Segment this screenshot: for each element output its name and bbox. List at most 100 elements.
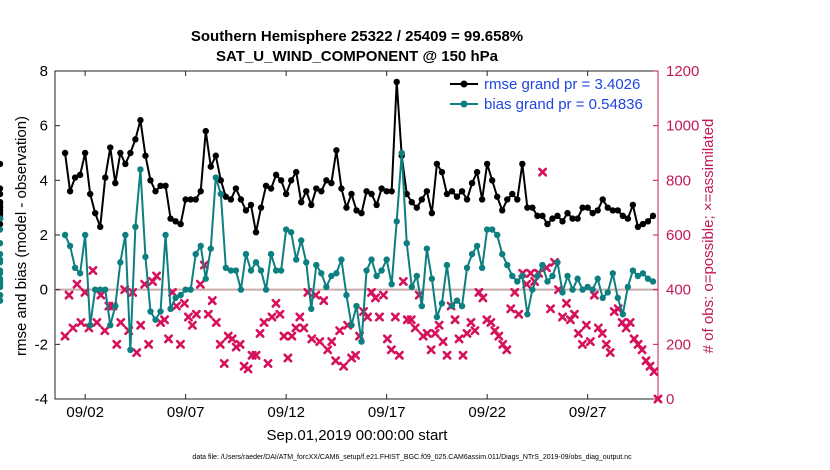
rmse-point bbox=[117, 149, 124, 157]
obs-marker bbox=[478, 293, 488, 303]
legend-bias-label: bias grand pr = 0.54836 bbox=[484, 96, 643, 113]
bias-point bbox=[443, 261, 451, 269]
obs-marker bbox=[331, 356, 341, 366]
rmse-point bbox=[378, 185, 385, 192]
bias-point bbox=[488, 226, 496, 233]
bias-point bbox=[137, 166, 144, 173]
rmse-point bbox=[639, 220, 647, 228]
obs-marker bbox=[72, 279, 82, 289]
legend-bias-marker bbox=[460, 100, 468, 108]
obs-marker bbox=[398, 276, 408, 286]
bias-point bbox=[589, 286, 596, 293]
bias-point bbox=[202, 275, 209, 282]
bias-point bbox=[529, 286, 536, 293]
rmse-point bbox=[313, 185, 320, 192]
bias-point bbox=[363, 267, 370, 274]
obs-marker bbox=[514, 309, 524, 319]
rmse-point bbox=[343, 204, 350, 211]
x-axis: 09/02 09/07 09/12 09/17 09/22 09/27 bbox=[66, 71, 606, 421]
bias-point bbox=[212, 174, 219, 181]
bias-point bbox=[86, 322, 94, 329]
obs-marker bbox=[597, 328, 607, 338]
bias-point bbox=[398, 149, 405, 157]
rmse-point bbox=[0, 160, 4, 168]
rmse-point bbox=[413, 204, 420, 211]
obs-marker bbox=[195, 279, 205, 289]
rmse-point bbox=[388, 188, 395, 195]
bias-point bbox=[499, 250, 506, 258]
bias-point bbox=[408, 283, 415, 291]
rmse-point bbox=[509, 190, 516, 198]
obs-marker bbox=[390, 312, 400, 322]
y-tick-right-label: 800 bbox=[666, 172, 691, 189]
bias-point bbox=[428, 275, 436, 282]
bias-point bbox=[308, 305, 315, 312]
bias-point bbox=[102, 286, 109, 293]
rmse-point bbox=[423, 188, 431, 195]
obs-marker bbox=[462, 328, 472, 338]
obs-marker bbox=[116, 317, 126, 327]
rmse-point bbox=[529, 204, 536, 211]
rmse-point bbox=[132, 136, 139, 143]
obs-marker bbox=[207, 296, 217, 306]
obs-marker bbox=[295, 312, 305, 322]
rmse-point bbox=[358, 209, 365, 217]
obs-marker bbox=[450, 315, 460, 325]
bias-point bbox=[287, 229, 295, 236]
bias-point bbox=[237, 286, 245, 293]
obs-marker bbox=[422, 328, 432, 338]
rmse-point bbox=[534, 212, 541, 220]
bias-point bbox=[177, 291, 184, 299]
obs-marker bbox=[267, 312, 277, 322]
bias-point bbox=[579, 286, 586, 293]
bias-point bbox=[413, 272, 420, 280]
rmse-point bbox=[649, 212, 657, 220]
x-axis-label: Sep.01,2019 00:00:00 start bbox=[267, 427, 449, 444]
obs-marker bbox=[470, 326, 480, 336]
obs-marker bbox=[378, 290, 388, 300]
rmse-point bbox=[644, 218, 652, 225]
obs-marker bbox=[406, 315, 416, 325]
rmse-point bbox=[287, 177, 295, 184]
rmse-point bbox=[167, 215, 174, 222]
bias-point bbox=[0, 291, 4, 299]
obs-marker bbox=[271, 298, 281, 308]
obs-marker bbox=[144, 339, 154, 349]
rmse-point bbox=[66, 188, 74, 195]
rmse-point bbox=[453, 193, 461, 200]
bias-point bbox=[298, 237, 305, 244]
bias-point bbox=[172, 294, 179, 302]
bias-point bbox=[448, 302, 456, 310]
rmse-point bbox=[232, 185, 240, 192]
y-tick-right-label: 600 bbox=[666, 227, 691, 244]
obs-marker bbox=[327, 337, 337, 347]
rmse-point bbox=[127, 149, 134, 157]
rmse-point bbox=[102, 174, 109, 181]
bias-point bbox=[368, 256, 375, 263]
rmse-point bbox=[569, 215, 576, 222]
bias-point bbox=[549, 272, 556, 280]
y-axis-right-label: # of obs: o=possible; ×=assimilated bbox=[700, 119, 717, 354]
obs-marker bbox=[164, 334, 174, 344]
obs-marker bbox=[577, 339, 587, 349]
bias-point bbox=[197, 242, 204, 250]
bias-point bbox=[599, 294, 606, 302]
obs-marker bbox=[263, 358, 273, 368]
bias-point bbox=[468, 250, 476, 258]
rmse-point bbox=[438, 168, 446, 176]
rmse-point bbox=[162, 182, 169, 189]
obs-marker bbox=[486, 317, 496, 327]
y-tick-left-label: 6 bbox=[40, 118, 48, 135]
x-tick-label: 09/27 bbox=[569, 404, 607, 421]
rmse-point bbox=[152, 188, 159, 195]
rmse-point bbox=[227, 196, 235, 203]
rmse-point bbox=[303, 188, 310, 195]
bias-point bbox=[313, 261, 320, 269]
rmse-point bbox=[443, 190, 451, 198]
obs-marker bbox=[179, 298, 189, 308]
rmse-point bbox=[282, 190, 290, 198]
obs-marker bbox=[219, 358, 229, 368]
rmse-point bbox=[76, 171, 84, 179]
rmse-point bbox=[212, 152, 219, 159]
bias-point bbox=[222, 264, 230, 271]
